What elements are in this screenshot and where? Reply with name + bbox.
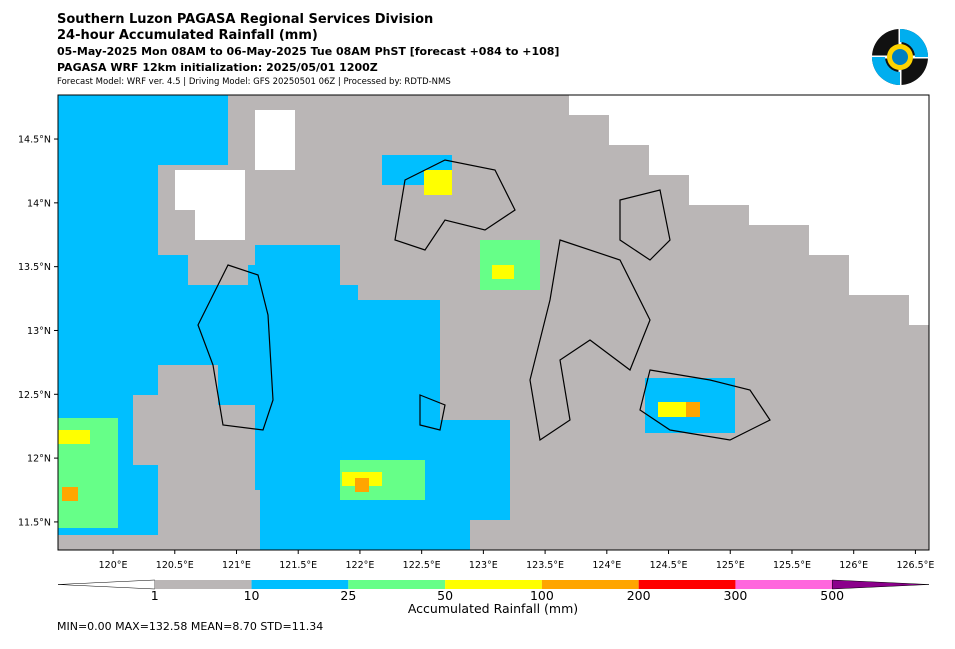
colorbar-segment (251, 580, 349, 589)
colorbar-segment (348, 580, 446, 589)
colorbar-under (57, 579, 156, 590)
colorbar-segment (445, 580, 542, 589)
colorbar-tick-label: 25 (340, 588, 356, 603)
x-tick-label: 123°E (469, 560, 498, 571)
x-tick-label: 123.5°E (526, 560, 564, 571)
model-info: Forecast Model: WRF ver. 4.5 | Driving M… (57, 77, 451, 87)
init: PAGASA WRF 12km initialization: 2025/05/… (57, 61, 378, 74)
x-tick-label: 120.5°E (156, 560, 194, 571)
colorbar-tick-label: 100 (530, 588, 554, 603)
x-tick-label: 125°E (716, 560, 745, 571)
x-tick-label: 124°E (592, 560, 621, 571)
colorbar-tick-label: 50 (437, 588, 453, 603)
period: 05-May-2025 Mon 08AM to 06-May-2025 Tue … (57, 45, 559, 58)
colorbar-segment (154, 580, 252, 589)
colorbar-tick-label: 200 (627, 588, 651, 603)
y-tick-label: 11.5°N (18, 517, 51, 528)
x-tick-label: 121.5°E (279, 560, 317, 571)
colorbar-tick-label: 1 (151, 588, 159, 603)
map-frame (57, 94, 930, 551)
colorbar-over (831, 579, 930, 590)
x-tick-label: 122°E (345, 560, 374, 571)
colorbar-tick-label: 10 (244, 588, 260, 603)
x-tick-label: 126°E (839, 560, 868, 571)
x-tick-label: 125.5°E (773, 560, 811, 571)
x-tick-label: 120°E (99, 560, 128, 571)
y-tick-label: 12.5°N (18, 390, 51, 401)
x-tick-label: 122.5°E (403, 560, 441, 571)
x-tick-label: 124.5°E (650, 560, 688, 571)
subtitle: 24-hour Accumulated Rainfall (mm) (57, 28, 318, 43)
y-tick-label: 14.5°N (18, 135, 51, 146)
stats: MIN=0.00 MAX=132.58 MEAN=8.70 STD=11.34 (57, 620, 323, 633)
y-tick-label: 12°N (27, 454, 51, 465)
map-area (58, 95, 929, 550)
colorbar-segment (638, 580, 736, 589)
colorbar-tick-label: 300 (724, 588, 748, 603)
y-tick-label: 14°N (27, 198, 51, 209)
colorbar-label: Accumulated Rainfall (mm) (408, 601, 578, 616)
y-tick-label: 13.5°N (18, 262, 51, 273)
title: Southern Luzon PAGASA Regional Services … (57, 12, 433, 27)
x-tick-label: 121°E (222, 560, 251, 571)
x-tick-label: 126.5°E (896, 560, 934, 571)
colorbar-segment (735, 580, 833, 589)
colorbar-segment (541, 580, 639, 589)
y-tick-label: 13°N (27, 326, 51, 337)
logo (872, 29, 928, 85)
colorbar-tick-label: 500 (820, 588, 844, 603)
